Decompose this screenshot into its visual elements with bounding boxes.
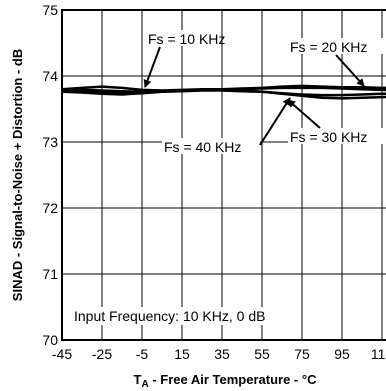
fs20-arrow <box>335 54 365 87</box>
y-tick-label: 71 <box>42 266 58 282</box>
fs10-label-bg <box>146 30 220 46</box>
x-tick-label: 15 <box>174 346 190 362</box>
x-tick-labels: -45 -25 -5 15 35 55 75 95 115 <box>52 346 386 362</box>
y-tick-label: 73 <box>42 134 58 150</box>
y-tick-labels: 70 71 72 73 74 75 <box>42 2 58 348</box>
x-tick-label: -5 <box>136 346 149 362</box>
x-tick-label: 55 <box>254 346 270 362</box>
x-tick-label: -25 <box>92 346 112 362</box>
y-tick-label: 72 <box>42 200 58 216</box>
fs10-arrow <box>143 46 161 88</box>
plot-frame <box>61 9 386 341</box>
y-axis-title: SINAD - Signal-to-Noise + Distortion - d… <box>10 49 25 301</box>
x-tick-label: -45 <box>52 346 72 362</box>
fs30-arrow <box>287 99 321 129</box>
fs20-label: Fs = 20 KHz <box>290 39 367 55</box>
fs30-label-bg <box>288 128 386 144</box>
x-axis-title-subscript: A <box>141 379 148 390</box>
x-axis-title-main: T <box>134 372 142 387</box>
input-frequency-note: Input Frequency: 10 KHz, 0 dB <box>74 308 265 324</box>
x-axis-title-rest: - Free Air Temperature - °C <box>149 372 317 387</box>
x-tick-label: 35 <box>214 346 230 362</box>
grid-lines <box>61 9 386 341</box>
x-tick-label: 95 <box>334 346 350 362</box>
y-tick-label: 74 <box>42 68 58 84</box>
fs40-label-bg <box>162 138 260 154</box>
fs30-label: Fs = 30 KHz <box>290 129 367 145</box>
series-line-4 <box>62 89 386 100</box>
x-tick-label: 75 <box>294 346 310 362</box>
input-frequency-bg <box>72 307 276 325</box>
fs40-label: Fs = 40 KHz <box>164 139 241 155</box>
y-tick-label: 75 <box>42 2 58 18</box>
y-tick-label: 70 <box>42 332 58 348</box>
fs40-arrow <box>259 97 291 146</box>
x-tick-label: 115 <box>371 346 386 362</box>
fs10-label: Fs = 10 KHz <box>148 31 225 47</box>
x-axis-title: TA - Free Air Temperature - °C <box>134 372 318 390</box>
series-lines <box>61 84 386 100</box>
fs20-label-bg <box>288 38 386 54</box>
